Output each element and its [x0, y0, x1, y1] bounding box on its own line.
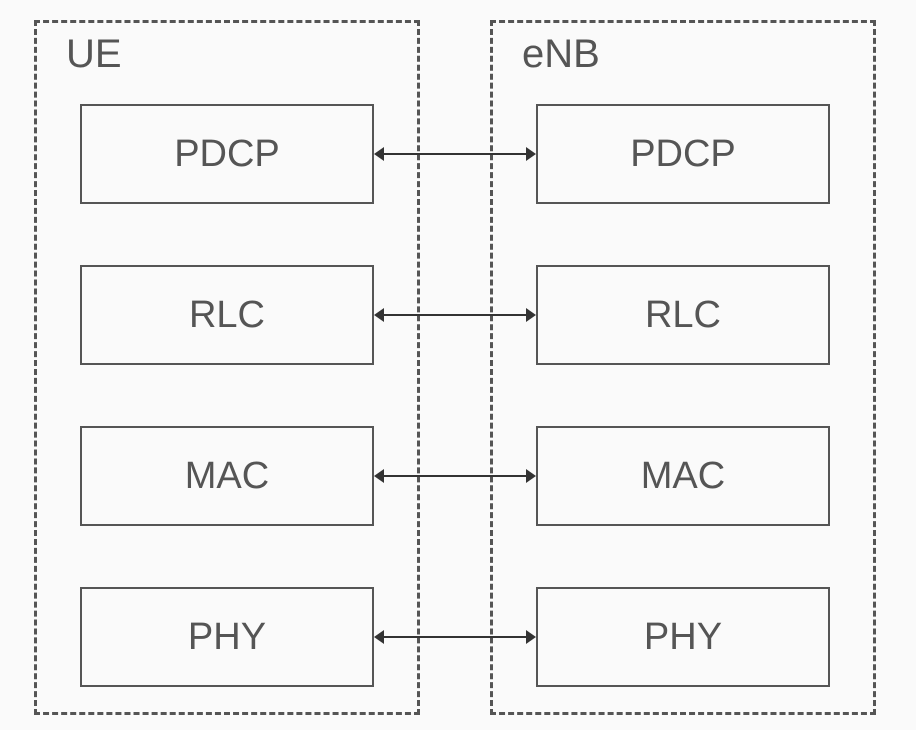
- arrow-mac: [374, 464, 536, 488]
- enb-layer-label-phy: PHY: [644, 616, 722, 659]
- ue-layer-rlc: RLC: [80, 265, 374, 365]
- ue-layer-pdcp: PDCP: [80, 104, 374, 204]
- ue-layer-mac: MAC: [80, 426, 374, 526]
- diagram-canvas: UE eNB PDCP PDCP RLC RLC MAC MAC PHY PHY: [0, 0, 916, 730]
- enb-stack-title: eNB: [522, 32, 600, 77]
- enb-layer-phy: PHY: [536, 587, 830, 687]
- enb-layer-rlc: RLC: [536, 265, 830, 365]
- ue-layer-label-rlc: RLC: [189, 294, 265, 337]
- ue-layer-label-pdcp: PDCP: [174, 133, 280, 176]
- enb-layer-mac: MAC: [536, 426, 830, 526]
- ue-layer-label-phy: PHY: [188, 616, 266, 659]
- enb-layer-label-rlc: RLC: [645, 294, 721, 337]
- ue-layer-phy: PHY: [80, 587, 374, 687]
- arrow-phy: [374, 625, 536, 649]
- enb-layer-pdcp: PDCP: [536, 104, 830, 204]
- enb-layer-label-mac: MAC: [641, 455, 725, 498]
- arrow-rlc: [374, 303, 536, 327]
- enb-layer-label-pdcp: PDCP: [630, 133, 736, 176]
- ue-layer-label-mac: MAC: [185, 455, 269, 498]
- ue-stack-title: UE: [66, 32, 122, 77]
- arrow-pdcp: [374, 142, 536, 166]
